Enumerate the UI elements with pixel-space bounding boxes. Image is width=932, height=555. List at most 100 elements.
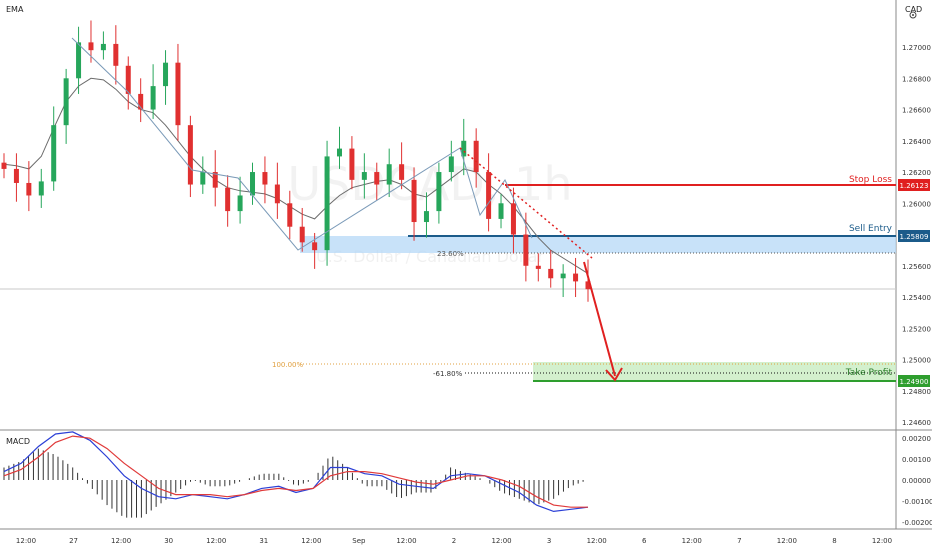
candle-body <box>486 172 492 219</box>
candle-body <box>411 179 417 223</box>
candle-body <box>237 195 243 212</box>
price-tick-label: 1.26000 <box>902 200 931 208</box>
candle-body <box>163 62 169 87</box>
time-tick-label: 12:00 <box>777 537 797 545</box>
candle-body <box>523 234 529 266</box>
time-axis: 12:00 27 12:00 30 12:00 31 12:00 Sep 12:00 2 12:00… <box>16 537 892 545</box>
time-tick-label: 12:00 <box>491 537 511 545</box>
time-tick-label: 12:00 <box>206 537 226 545</box>
candle-body <box>1 162 7 169</box>
price-tick-label: 1.25400 <box>902 294 931 302</box>
time-tick-label: 12:00 <box>682 537 702 545</box>
candle-body <box>175 62 181 126</box>
price-tick-label: 1.25600 <box>902 263 931 271</box>
candle-body <box>399 164 405 180</box>
forecast-arrow <box>583 261 616 377</box>
take-profit-label: Take Profit <box>845 368 893 378</box>
zigzag-pattern <box>71 37 533 251</box>
take-profit-zone <box>533 362 896 381</box>
candle-body <box>125 65 131 94</box>
candle-body <box>287 203 293 227</box>
time-tick-label: 30 <box>164 537 173 545</box>
macd-tick-label: 0.00000 <box>902 477 931 485</box>
candle-body <box>262 172 268 185</box>
candle-body <box>63 78 69 126</box>
candle-body <box>299 226 305 243</box>
macd-tick-label: -0.00100 <box>902 498 932 506</box>
macd-lines <box>3 431 589 513</box>
candle-body <box>113 43 119 66</box>
candle-body <box>336 148 342 157</box>
stop-loss-label: Stop Loss <box>849 175 892 185</box>
candle-body <box>38 181 44 196</box>
price-tick-label: 1.26800 <box>902 75 931 83</box>
time-tick-label: 12:00 <box>301 537 321 545</box>
candle-body <box>548 268 554 279</box>
candle-body <box>250 172 256 196</box>
candle-body <box>585 281 591 290</box>
sell-entry-value: 1.25809 <box>900 233 929 241</box>
candle-body <box>150 86 156 110</box>
take-profit-value: 1.24900 <box>900 378 929 386</box>
gear-icon[interactable] <box>909 11 917 19</box>
currency-label: CAD <box>905 5 922 14</box>
candle-body <box>100 43 106 51</box>
macd-tick-label: 0.00200 <box>902 435 931 443</box>
candle-body <box>535 265 541 269</box>
time-tick-label: 12:00 <box>16 537 36 545</box>
candle-body <box>51 125 57 182</box>
candle-body <box>200 172 206 185</box>
time-tick-label: 27 <box>69 537 78 545</box>
candle-body <box>473 140 479 173</box>
candle-body <box>212 172 218 188</box>
time-tick-label: 12:00 <box>872 537 892 545</box>
signal-line <box>3 435 588 508</box>
candle-body <box>138 93 144 110</box>
price-tick-label: 1.27000 <box>902 44 931 52</box>
time-tick-label: 12:00 <box>111 537 131 545</box>
candle-body <box>187 125 193 185</box>
candle-body <box>349 148 355 180</box>
sell-entry-label: Sell Entry <box>849 224 893 234</box>
time-tick-label: 3 <box>547 537 551 545</box>
price-tick-label: 1.25200 <box>902 325 931 333</box>
time-tick-label: 31 <box>259 537 268 545</box>
stop-loss-badge <box>898 179 930 191</box>
take-profit-badge <box>898 375 930 387</box>
candle-body <box>448 156 454 173</box>
macd-tick-label: 0.00100 <box>902 456 931 464</box>
price-tick-label: 1.26600 <box>902 107 931 115</box>
time-tick-label: 12:00 <box>587 537 607 545</box>
time-tick-label: 7 <box>737 537 741 545</box>
time-tick-label: 6 <box>642 537 647 545</box>
fib-618-label: -61.80% <box>433 370 463 378</box>
candle-body <box>225 187 231 212</box>
price-tick-label: 1.26200 <box>902 169 931 177</box>
time-tick-label: 2 <box>452 537 456 545</box>
price-tick-label: 1.24800 <box>902 388 931 396</box>
candle-body <box>560 273 566 279</box>
time-tick-label: 8 <box>832 537 836 545</box>
candle-body <box>386 164 392 185</box>
candle-body <box>510 203 516 235</box>
price-tick-label: 1.25000 <box>902 357 931 365</box>
candle-body <box>361 172 367 180</box>
fib-100-label: 100.00% <box>272 361 303 369</box>
candle-body <box>498 203 504 219</box>
candle-body <box>312 242 318 251</box>
trendline-dotted <box>459 147 593 259</box>
macd-histogram <box>3 448 584 518</box>
macd-label: MACD <box>6 437 30 446</box>
price-tick-label: 1.24600 <box>902 419 931 427</box>
fib-23-label: 23.60% <box>437 250 464 258</box>
candle-body <box>274 184 280 204</box>
candle-body <box>374 172 380 185</box>
candle-body <box>88 42 94 51</box>
time-tick-label: 12:00 <box>396 537 416 545</box>
candle-body <box>13 168 19 183</box>
time-tick-label: Sep <box>352 537 366 545</box>
price-tick-label: 1.26400 <box>902 138 931 146</box>
candle-body <box>423 211 429 223</box>
